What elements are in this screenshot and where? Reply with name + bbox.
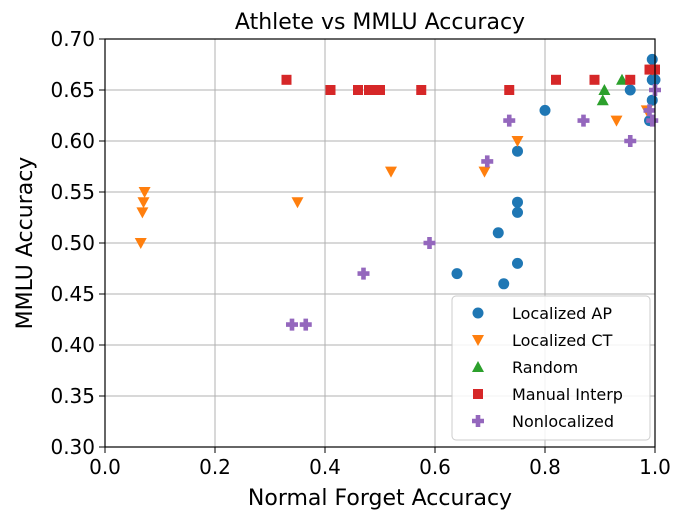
point-random bbox=[616, 73, 628, 85]
point-nonlocalized bbox=[503, 114, 516, 127]
point-localized-ct bbox=[610, 115, 623, 127]
y-axis-label: MMLU Accuracy bbox=[13, 157, 38, 330]
point-nonlocalized bbox=[481, 155, 494, 168]
point-manual-interp bbox=[551, 74, 561, 85]
point-nonlocalized bbox=[423, 237, 436, 249]
point-random bbox=[598, 84, 611, 95]
point-localized-ct bbox=[138, 187, 151, 198]
legend-marker-localized-ap bbox=[472, 307, 484, 319]
point-manual-interp bbox=[375, 85, 385, 95]
legend-label-random: Random bbox=[512, 358, 578, 377]
legend-label-manual-interp: Manual Interp bbox=[512, 385, 623, 404]
point-localized-ap bbox=[512, 196, 523, 208]
point-manual-interp bbox=[589, 74, 600, 85]
x-tick-label: 0.6 bbox=[419, 455, 451, 479]
legend: Localized AP Localized CT Random Manual Int… bbox=[451, 295, 651, 441]
y-tick-label: 0.30 bbox=[50, 435, 95, 459]
point-localized-ct bbox=[511, 136, 524, 147]
x-tick-label: 1.0 bbox=[639, 455, 671, 479]
point-manual-interp bbox=[625, 74, 636, 85]
x-axis-ticks: 0.0 0.2 0.4 0.6 0.8 1.0 bbox=[89, 447, 671, 479]
point-localized-ap bbox=[492, 227, 504, 239]
point-localized-ap bbox=[512, 206, 523, 218]
x-tick-label: 0.0 bbox=[89, 455, 121, 479]
point-nonlocalized bbox=[643, 104, 656, 117]
x-tick-label: 0.2 bbox=[199, 455, 231, 479]
point-localized-ct bbox=[136, 207, 149, 219]
point-localized-ap bbox=[624, 84, 636, 96]
point-localized-ct bbox=[291, 197, 304, 209]
point-localized-ap bbox=[451, 268, 463, 280]
point-manual-interp bbox=[281, 74, 292, 85]
x-axis-label: Normal Forget Accuracy bbox=[248, 486, 512, 511]
y-axis-ticks: 0.30 0.35 0.40 0.45 0.50 0.55 0.60 0.65 0.70 bbox=[50, 27, 105, 459]
legend-marker-localized-ct bbox=[472, 335, 484, 346]
point-localized-ap bbox=[646, 94, 658, 106]
x-tick-label: 0.4 bbox=[309, 455, 341, 479]
point-manual-interp bbox=[644, 64, 655, 75]
point-nonlocalized bbox=[286, 318, 298, 331]
point-nonlocalized bbox=[646, 114, 659, 127]
y-tick-label: 0.70 bbox=[50, 27, 95, 51]
legend-label-nonlocalized: Nonlocalized bbox=[512, 412, 614, 431]
point-localized-ap bbox=[512, 257, 523, 269]
point-random bbox=[596, 94, 609, 106]
point-manual-interp bbox=[325, 85, 336, 95]
y-tick-label: 0.65 bbox=[50, 78, 95, 102]
y-tick-label: 0.55 bbox=[50, 180, 95, 204]
point-localized-ap bbox=[512, 145, 523, 157]
point-localized-ap bbox=[539, 104, 551, 116]
point-nonlocalized bbox=[577, 114, 590, 127]
y-tick-label: 0.40 bbox=[50, 333, 95, 357]
point-localized-ap bbox=[646, 53, 658, 65]
plot-frame bbox=[104, 38, 656, 448]
point-manual-interp bbox=[504, 85, 515, 95]
legend-label-localized-ap: Localized AP bbox=[512, 304, 612, 323]
point-localized-ct bbox=[137, 197, 150, 209]
legend-marker-nonlocalized bbox=[472, 415, 484, 427]
y-tick-label: 0.60 bbox=[50, 129, 95, 153]
point-nonlocalized bbox=[299, 318, 312, 331]
y-tick-label: 0.35 bbox=[50, 384, 95, 408]
point-localized-ap bbox=[498, 278, 510, 290]
point-localized-ct bbox=[478, 166, 491, 178]
y-tick-label: 0.45 bbox=[50, 282, 95, 306]
point-manual-interp bbox=[369, 85, 380, 95]
legend-marker-random bbox=[472, 361, 484, 372]
x-tick-label: 0.8 bbox=[529, 455, 561, 479]
point-manual-interp bbox=[364, 85, 374, 95]
point-localized-ct bbox=[385, 166, 397, 178]
point-nonlocalized bbox=[357, 267, 370, 280]
legend-box bbox=[451, 295, 651, 441]
legend-marker-manual-interp bbox=[473, 389, 483, 399]
point-localized-ct bbox=[134, 238, 147, 249]
point-manual-interp bbox=[353, 85, 363, 95]
point-nonlocalized bbox=[624, 135, 637, 147]
y-tick-label: 0.50 bbox=[50, 231, 95, 255]
point-manual-interp bbox=[416, 85, 427, 95]
legend-label-localized-ct: Localized CT bbox=[512, 331, 613, 350]
chart-title: Athlete vs MMLU Accuracy bbox=[235, 10, 525, 35]
